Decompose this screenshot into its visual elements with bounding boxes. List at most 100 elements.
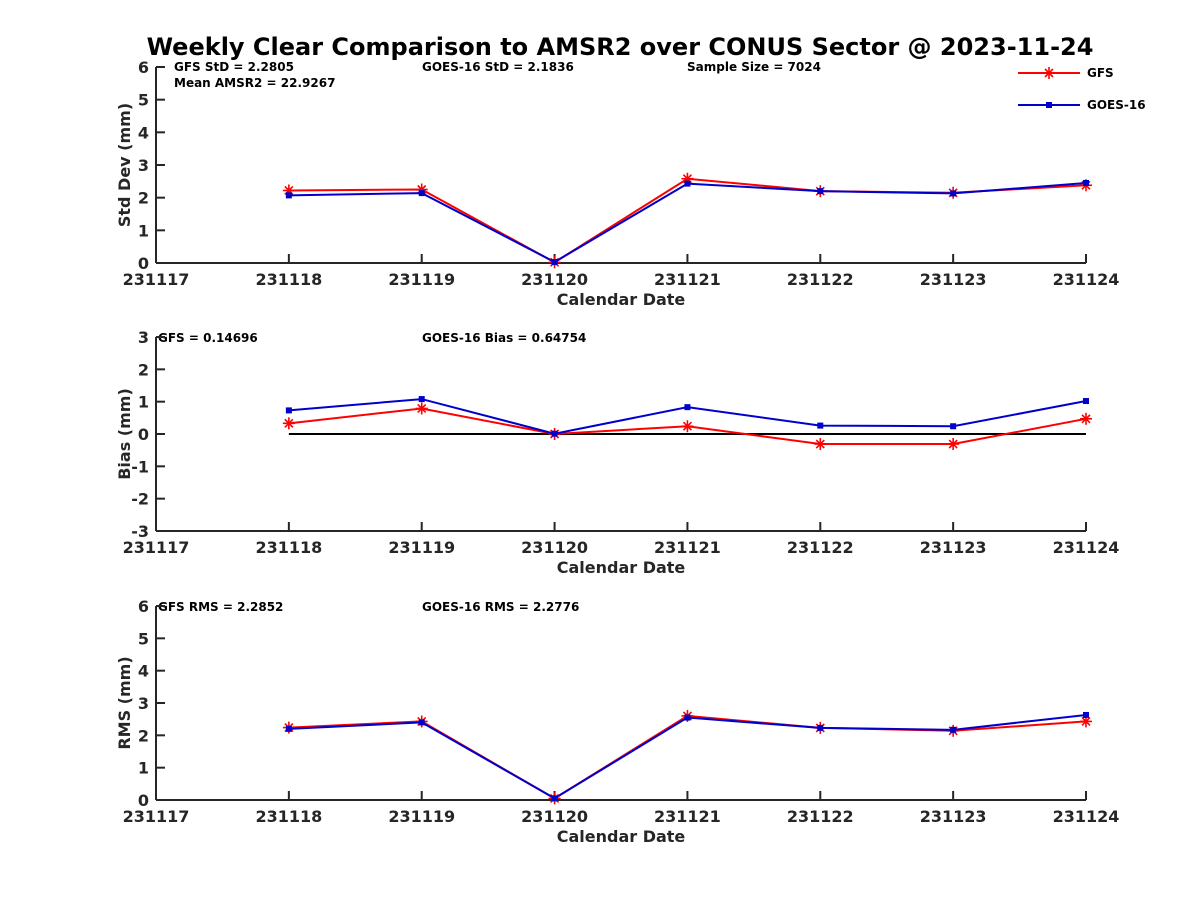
x-tick-label: 231122 (787, 270, 854, 289)
y-tick-label: 2 (138, 360, 149, 379)
y-tick-label: 6 (138, 58, 149, 77)
data-point (814, 438, 827, 451)
y-tick-label: -2 (131, 490, 149, 509)
x-tick-label: 231122 (787, 538, 854, 557)
x-tick-label: 231120 (521, 538, 588, 557)
data-point (551, 259, 558, 266)
legend: GFS GOES-16 (1018, 66, 1146, 112)
gfs-bias-annotation: GFS = 0.14696 (158, 331, 258, 345)
x-tick-label: 231123 (920, 538, 987, 557)
x-axis-label: Calendar Date (557, 558, 686, 577)
x-tick-label: 231123 (920, 807, 987, 826)
data-point (415, 402, 428, 415)
panel-rms: 231117 231118 231119 231120 231121 231122 2311… (115, 597, 1119, 846)
data-point (681, 420, 694, 433)
x-tick-label: 231123 (920, 270, 987, 289)
y-tick-label: 2 (138, 726, 149, 745)
goes16-bias-annotation: GOES-16 Bias = 0.64754 (422, 331, 586, 345)
data-point (285, 725, 292, 732)
data-point (817, 724, 824, 731)
data-point (684, 714, 691, 721)
y-tick-label: 1 (138, 221, 149, 240)
y-tick-label: 2 (138, 189, 149, 208)
y-tick-label: 0 (138, 791, 149, 810)
x-tick-label: 231124 (1053, 538, 1120, 557)
data-point (551, 430, 558, 437)
legend-goes16-marker (1046, 102, 1052, 108)
panel-bias: 231117 231118 231119 231120 231121 231122 2311… (115, 328, 1119, 577)
series-line (288, 177, 1087, 264)
legend-goes16-label: GOES-16 (1087, 98, 1146, 112)
x-tick-label: 231119 (388, 807, 455, 826)
y-tick-label: 5 (138, 629, 149, 648)
y-tick-label: 3 (138, 156, 149, 175)
data-point (684, 404, 691, 411)
data-point (285, 407, 292, 414)
goes16-rms-annotation: GOES-16 RMS = 2.2776 (422, 600, 579, 614)
gfs-rms-annotation: GFS RMS = 2.2852 (158, 600, 283, 614)
data-point (950, 423, 957, 430)
x-tick-label: 231118 (255, 538, 322, 557)
data-point (418, 190, 425, 197)
x-tick-label: 231117 (123, 538, 190, 557)
series-line (288, 713, 1087, 800)
x-tick-label: 231124 (1053, 807, 1120, 826)
x-tick-label: 231117 (123, 807, 190, 826)
x-tick-label: 231119 (388, 270, 455, 289)
data-point (551, 795, 558, 802)
series-line (288, 181, 1087, 264)
y-tick-label: 3 (138, 328, 149, 347)
goes16-std-annotation: GOES-16 StD = 2.1836 (422, 60, 574, 74)
mean-amsr2-annotation: Mean AMSR2 = 22.9267 (174, 76, 335, 90)
x-axis-label: Calendar Date (557, 827, 686, 846)
series-goes16 (285, 396, 1089, 437)
panel-std: 231117 231118 231119 231120 231121 231122 2311… (115, 58, 1119, 309)
y-tick-label: 1 (138, 393, 149, 412)
data-point (950, 726, 957, 733)
x-tick-label: 231121 (654, 807, 721, 826)
y-tick-label: -3 (131, 522, 149, 541)
y-tick-label: 4 (138, 123, 149, 142)
y-tick-label: -1 (131, 457, 149, 476)
x-tick-label: 231120 (521, 270, 588, 289)
data-point (1080, 412, 1092, 425)
data-point (282, 417, 295, 430)
y-tick-label: 1 (138, 759, 149, 778)
gfs-std-annotation: GFS StD = 2.2805 (174, 60, 294, 74)
x-tick-label: 231120 (521, 807, 588, 826)
y-axis-label: RMS (mm) (115, 656, 134, 749)
chart-title: Weekly Clear Comparison to AMSR2 over CO… (147, 33, 1094, 61)
x-tick-label: 231119 (388, 538, 455, 557)
data-point (1083, 398, 1089, 405)
data-point (684, 180, 691, 187)
y-tick-label: 0 (138, 425, 149, 444)
legend-gfs-marker (1043, 67, 1055, 79)
data-point (817, 422, 824, 429)
legend-gfs-label: GFS (1087, 66, 1114, 80)
x-tick-label: 231121 (654, 270, 721, 289)
x-tick-label: 231121 (654, 538, 721, 557)
data-point (418, 396, 425, 403)
x-tick-label: 231118 (255, 270, 322, 289)
data-point (285, 192, 292, 199)
data-point (817, 188, 824, 195)
y-tick-label: 4 (138, 662, 149, 681)
x-tick-label: 231122 (787, 807, 854, 826)
x-tick-label: 231117 (123, 270, 190, 289)
sample-size-annotation: Sample Size = 7024 (687, 60, 821, 74)
x-tick-label: 231118 (255, 807, 322, 826)
data-point (950, 190, 957, 197)
y-tick-label: 3 (138, 694, 149, 713)
data-point (418, 719, 425, 726)
data-point (1083, 711, 1089, 718)
y-tick-label: 5 (138, 91, 149, 110)
y-axis-label: Bias (mm) (115, 388, 134, 480)
series-goes16 (285, 711, 1089, 802)
y-tick-label: 0 (138, 254, 149, 273)
x-axis-label: Calendar Date (557, 290, 686, 309)
data-point (1083, 179, 1089, 186)
data-point (947, 438, 960, 451)
y-tick-label: 6 (138, 597, 149, 616)
series-goes16 (285, 179, 1089, 266)
